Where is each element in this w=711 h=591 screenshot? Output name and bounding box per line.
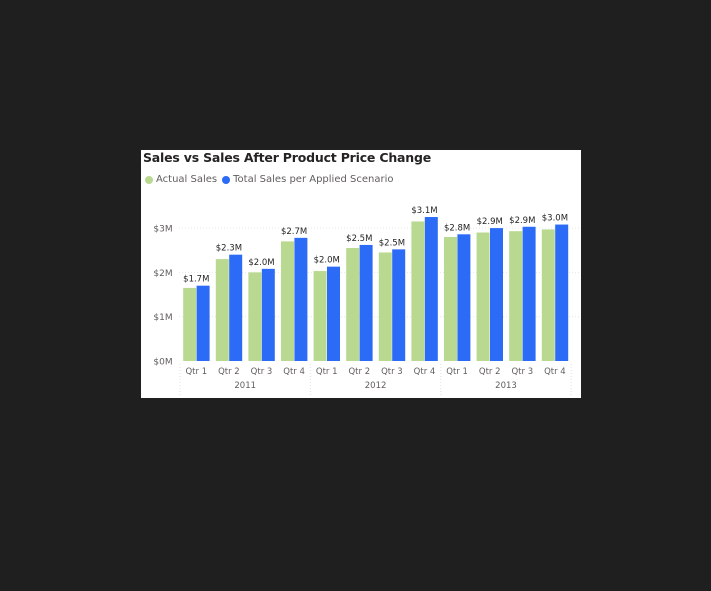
- x-tick-label: Qtr 4: [414, 367, 436, 377]
- x-tick-label: Qtr 3: [251, 367, 273, 377]
- bar[interactable]: [411, 221, 425, 361]
- data-label: $1.7M: [183, 275, 209, 285]
- legend-marker-total-sales-scenario: [222, 175, 231, 184]
- legend-marker-actual-sales: [145, 175, 153, 184]
- x-tick-label: Qtr 4: [283, 367, 305, 377]
- data-label: $3.0M: [542, 214, 568, 224]
- bar[interactable]: [522, 226, 536, 361]
- bar[interactable]: [346, 248, 360, 361]
- y-tick-label: $2M: [153, 269, 172, 279]
- bar[interactable]: [392, 249, 406, 361]
- bar[interactable]: [261, 268, 275, 361]
- data-label: $2.9M: [477, 217, 503, 227]
- bar[interactable]: [313, 271, 327, 361]
- bar[interactable]: [476, 232, 490, 361]
- bar[interactable]: [183, 287, 197, 361]
- y-tick-label: $1M: [153, 313, 172, 323]
- bar[interactable]: [327, 266, 340, 361]
- bar[interactable]: [509, 231, 523, 361]
- chart-legend[interactable]: Actual Sales Total Sales per Applied Sce…: [145, 174, 399, 185]
- data-label: $2.5M: [379, 238, 405, 248]
- x-tick-label: Qtr 2: [479, 367, 501, 377]
- bar[interactable]: [196, 285, 210, 361]
- bar[interactable]: [294, 237, 308, 361]
- data-label: $2.7M: [281, 227, 307, 237]
- legend-item-total-sales-scenario[interactable]: Total Sales per Applied Scenario: [222, 174, 394, 185]
- y-tick-label: $3M: [153, 225, 172, 235]
- x-tick-label: Qtr 4: [544, 367, 566, 377]
- x-tick-label: Qtr 3: [381, 367, 403, 377]
- legend-item-actual-sales[interactable]: Actual Sales: [145, 174, 217, 185]
- data-label: $2.0M: [248, 258, 274, 268]
- bar[interactable]: [424, 217, 438, 361]
- x-tick-label: Qtr 1: [316, 367, 338, 377]
- bar[interactable]: [490, 228, 503, 361]
- x-group-label: 2011: [234, 381, 256, 391]
- data-label: $2.9M: [509, 216, 535, 226]
- data-label: $3.1M: [411, 206, 437, 216]
- bar[interactable]: [444, 236, 457, 361]
- bar[interactable]: [457, 234, 471, 361]
- bar[interactable]: [359, 244, 373, 361]
- bar[interactable]: [281, 241, 294, 361]
- data-label: $2.3M: [216, 244, 242, 254]
- data-label: $2.8M: [444, 223, 470, 233]
- bar[interactable]: [248, 272, 262, 361]
- x-tick-label: Qtr 2: [348, 367, 370, 377]
- y-tick-label: $0M: [153, 358, 172, 368]
- x-tick-label: Qtr 1: [185, 367, 207, 377]
- x-tick-label: Qtr 1: [446, 367, 468, 377]
- bar[interactable]: [229, 254, 243, 361]
- chart-visual[interactable]: Sales vs Sales After Product Price Chang…: [141, 150, 581, 398]
- legend-label-total-sales-scenario: Total Sales per Applied Scenario: [233, 174, 394, 185]
- x-group-label: 2013: [495, 381, 517, 391]
- x-tick-label: Qtr 3: [511, 367, 533, 377]
- data-label: $2.5M: [346, 234, 372, 244]
- bar[interactable]: [378, 252, 392, 361]
- plot-area: $0M $1M $2M $3M $1.7M Qtr 1 $2.3M Qtr 2 $2.0M Qtr…: [153, 206, 579, 397]
- bar[interactable]: [215, 259, 229, 361]
- chart-title: Sales vs Sales After Product Price Chang…: [143, 150, 431, 165]
- legend-label-actual-sales: Actual Sales: [156, 174, 218, 185]
- x-tick-label: Qtr 2: [218, 367, 240, 377]
- bar[interactable]: [541, 229, 555, 361]
- bar[interactable]: [555, 224, 569, 361]
- data-label: $2.0M: [314, 256, 340, 266]
- x-group-label: 2012: [365, 381, 387, 391]
